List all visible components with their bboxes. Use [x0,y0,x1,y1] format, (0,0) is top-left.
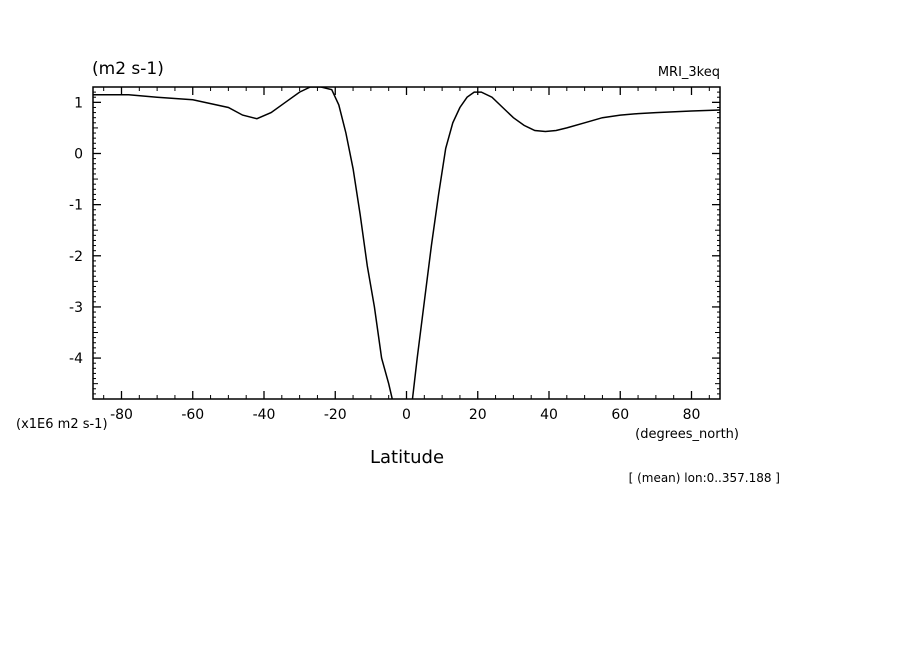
y-tick-label: -1 [69,198,83,214]
y-tick-label: -2 [69,249,83,265]
x-tick-label: -40 [253,407,276,423]
x-axis-ticks [120,87,693,399]
y-tick-label: 0 [74,146,83,162]
x-tick-label: 0 [402,407,411,423]
x-tick-label: 80 [683,407,701,423]
minor-ticks [93,86,720,400]
y-axis-ticks [93,101,720,359]
x-tick-label: -20 [324,407,347,423]
x-axis-tick-labels: -80 -60 -40 -20 0 20 40 60 80 [110,407,700,423]
subset-note: [ (mean) lon:0..357.188 ] [629,471,780,485]
x-tick-label: -60 [181,407,204,423]
x-tick-label: 60 [611,407,629,423]
units-label: (m2 s-1) [92,59,164,79]
series-line [93,87,720,399]
model-label: MRI_3keq [658,65,720,80]
y-tick-label: -3 [69,300,83,316]
x-tick-label: -80 [110,407,133,423]
scale-note: (x1E6 m2 s-1) [16,417,108,432]
x-tick-label: 40 [540,407,558,423]
y-axis-tick-labels: -4 -3 -2 -1 0 1 [69,95,83,367]
plot-frame [92,86,721,400]
x-units-label: (degrees_north) [635,427,739,442]
y-tick-label: 1 [74,95,83,111]
x-axis-title: Latitude [370,447,444,468]
x-tick-label: 20 [469,407,487,423]
y-tick-label: -4 [69,351,83,367]
